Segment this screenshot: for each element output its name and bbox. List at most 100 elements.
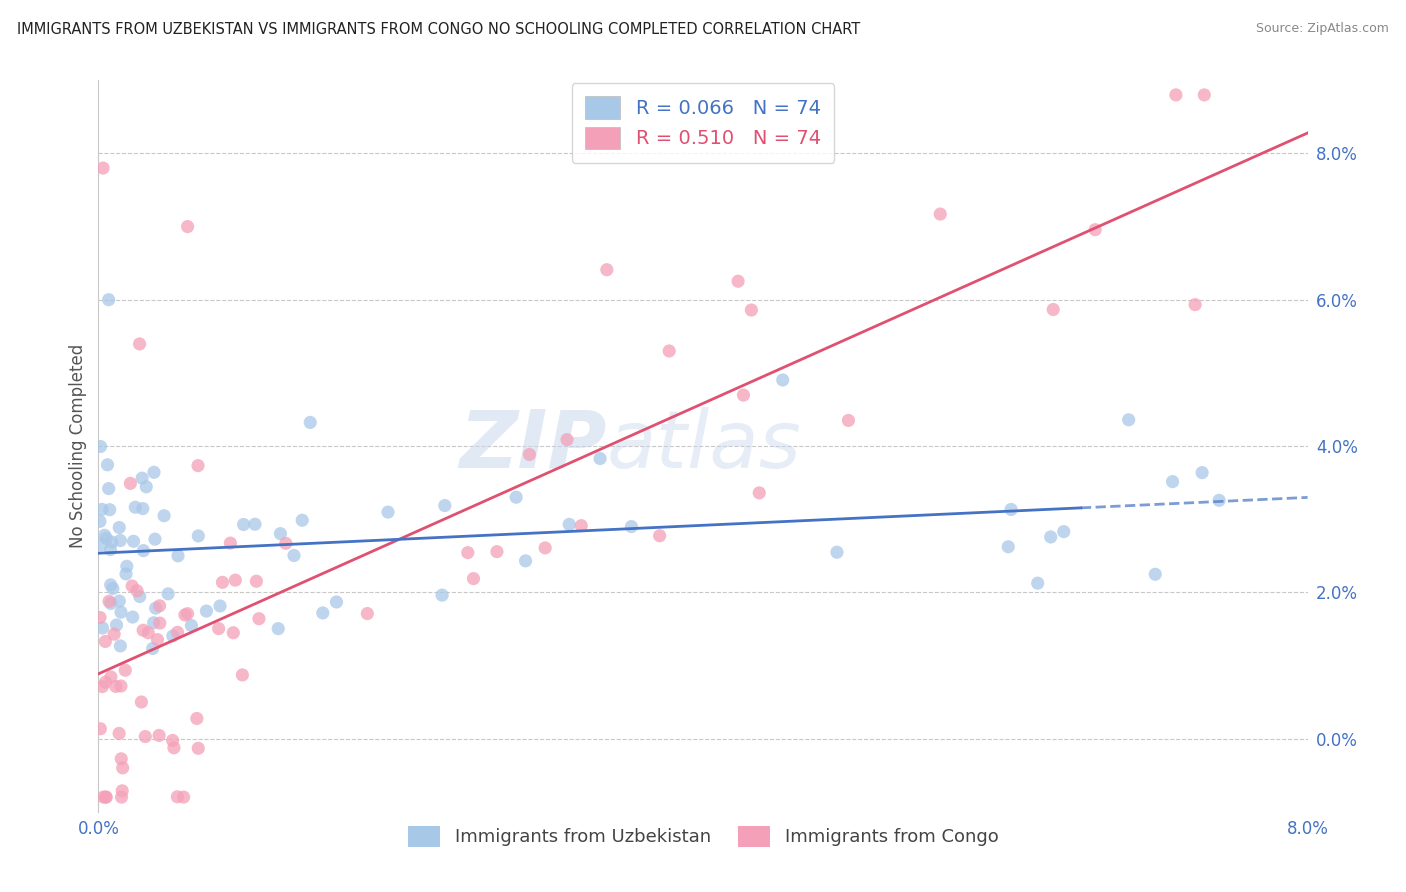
Point xyxy=(90,440,112,454)
Point xyxy=(121,610,143,624)
Point xyxy=(111,761,134,775)
Point xyxy=(1164,87,1187,102)
Point xyxy=(103,627,125,641)
Point xyxy=(105,618,128,632)
Point xyxy=(325,595,347,609)
Point xyxy=(274,536,297,550)
Point xyxy=(91,502,114,516)
Point xyxy=(142,615,165,630)
Point xyxy=(1184,298,1206,312)
Text: IMMIGRANTS FROM UZBEKISTAN VS IMMIGRANTS FROM CONGO NO SCHOOLING COMPLETED CORRE: IMMIGRANTS FROM UZBEKISTAN VS IMMIGRANTS… xyxy=(17,22,860,37)
Point xyxy=(115,559,138,574)
Point xyxy=(128,337,150,351)
Point xyxy=(153,508,176,523)
Point xyxy=(94,790,117,805)
Point xyxy=(93,528,115,542)
Point xyxy=(121,579,143,593)
Point xyxy=(131,695,153,709)
Point xyxy=(555,433,578,447)
Point xyxy=(208,622,231,636)
Point xyxy=(110,605,132,619)
Point xyxy=(176,219,198,234)
Point xyxy=(162,629,184,643)
Point xyxy=(96,458,118,472)
Point xyxy=(166,625,188,640)
Point xyxy=(173,790,195,805)
Point xyxy=(1118,413,1140,427)
Point xyxy=(569,518,592,533)
Point xyxy=(1039,530,1062,544)
Point xyxy=(740,303,762,318)
Point xyxy=(1191,466,1213,480)
Text: ZIP: ZIP xyxy=(458,407,606,485)
Point xyxy=(1042,302,1064,317)
Point xyxy=(101,535,124,549)
Point xyxy=(929,207,952,221)
Point xyxy=(100,578,122,592)
Point xyxy=(108,520,131,534)
Point xyxy=(91,621,114,635)
Point xyxy=(122,534,145,549)
Point xyxy=(100,542,122,557)
Point xyxy=(232,517,254,532)
Point xyxy=(195,604,218,618)
Point xyxy=(111,784,134,798)
Point xyxy=(135,480,157,494)
Y-axis label: No Schooling Completed: No Schooling Completed xyxy=(69,344,87,548)
Point xyxy=(463,572,485,586)
Point xyxy=(89,722,111,736)
Point xyxy=(134,730,156,744)
Point xyxy=(224,573,246,587)
Point xyxy=(247,612,270,626)
Point xyxy=(180,618,202,632)
Point xyxy=(1194,87,1216,102)
Point xyxy=(148,728,170,742)
Point xyxy=(186,711,208,725)
Point xyxy=(211,575,233,590)
Point xyxy=(97,482,120,496)
Point xyxy=(727,274,749,288)
Point xyxy=(620,519,643,533)
Point xyxy=(108,726,131,740)
Point xyxy=(110,639,132,653)
Text: atlas: atlas xyxy=(606,407,801,485)
Point xyxy=(1026,576,1049,591)
Point xyxy=(162,733,184,747)
Point xyxy=(997,540,1019,554)
Point xyxy=(245,574,267,589)
Point xyxy=(149,616,172,631)
Legend: Immigrants from Uzbekistan, Immigrants from Congo: Immigrants from Uzbekistan, Immigrants f… xyxy=(401,819,1005,854)
Point xyxy=(219,536,242,550)
Point xyxy=(1084,223,1107,237)
Point xyxy=(222,625,245,640)
Point xyxy=(149,599,172,613)
Point xyxy=(243,517,266,532)
Point xyxy=(558,517,581,532)
Point xyxy=(772,373,794,387)
Point xyxy=(267,622,290,636)
Point xyxy=(146,632,169,647)
Point xyxy=(98,594,121,608)
Point xyxy=(90,538,112,552)
Point xyxy=(110,679,132,693)
Point xyxy=(101,582,124,596)
Point xyxy=(89,610,111,624)
Point xyxy=(91,161,114,175)
Point xyxy=(299,416,322,430)
Point xyxy=(110,790,132,805)
Text: Source: ZipAtlas.com: Source: ZipAtlas.com xyxy=(1256,22,1389,36)
Point xyxy=(157,587,180,601)
Point xyxy=(648,529,671,543)
Point xyxy=(269,526,291,541)
Point xyxy=(98,502,121,516)
Point xyxy=(1053,524,1076,539)
Point xyxy=(534,541,557,555)
Point xyxy=(596,262,619,277)
Point xyxy=(91,680,114,694)
Point xyxy=(1000,502,1022,516)
Point xyxy=(94,675,117,690)
Point xyxy=(837,413,859,427)
Point xyxy=(733,388,755,402)
Point xyxy=(283,549,305,563)
Point xyxy=(291,513,314,527)
